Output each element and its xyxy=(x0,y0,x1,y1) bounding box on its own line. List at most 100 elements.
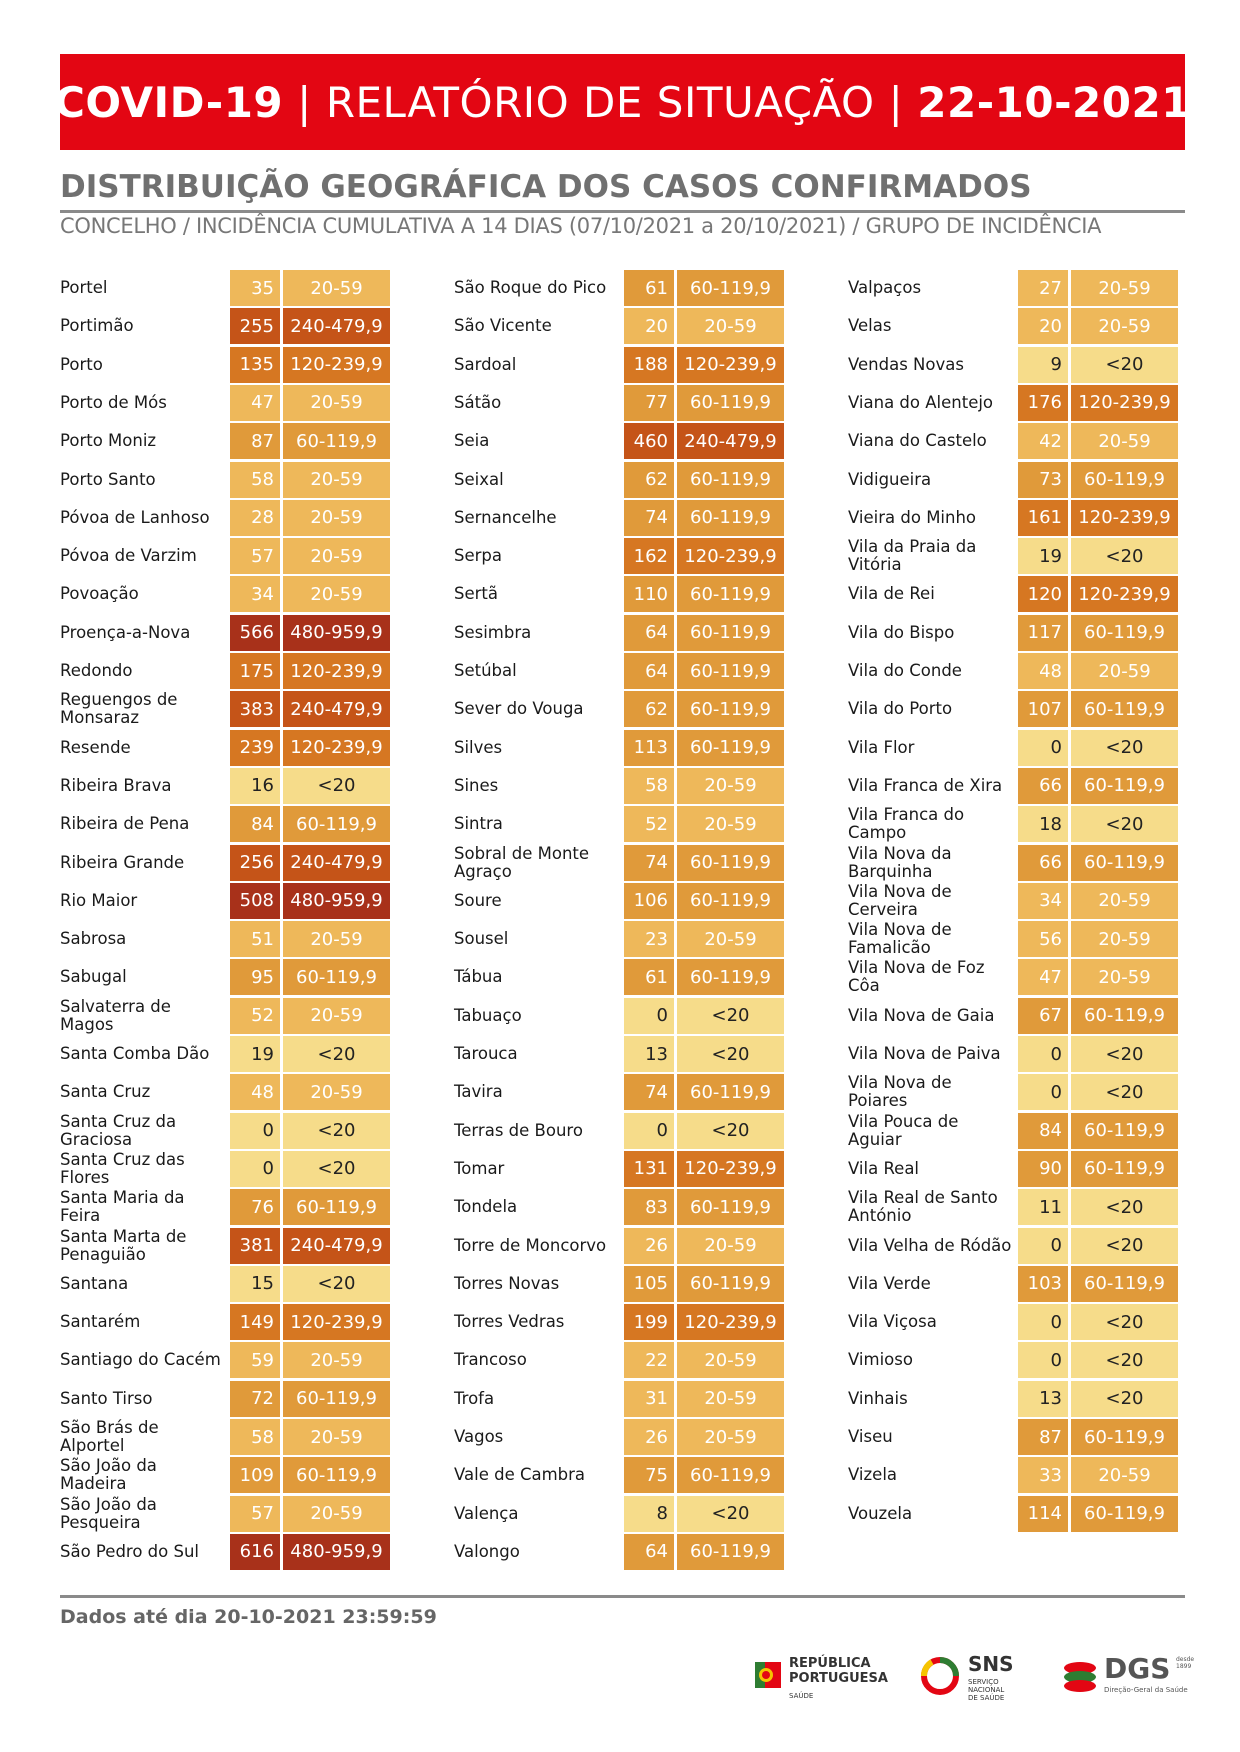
incidence-group: 240-479,9 xyxy=(283,844,390,881)
municipality-name: Vizela xyxy=(848,1465,898,1485)
municipality-name: Vila Nova de Paiva xyxy=(848,1044,1001,1063)
incidence-value: 131 xyxy=(624,1150,674,1187)
incidence-value: 84 xyxy=(1018,1112,1068,1149)
incidence-value: 64 xyxy=(624,1533,674,1570)
incidence-value: 76 xyxy=(230,1189,280,1226)
municipality-name: Resende xyxy=(60,737,131,757)
republica-portuguesa-logo: REPÚBLICA PORTUGUESA SAÚDE xyxy=(755,1650,895,1706)
incidence-group: 20-59 xyxy=(283,576,390,613)
incidence-value: 62 xyxy=(624,691,674,728)
incidence-group: 60-119,9 xyxy=(283,1380,390,1417)
incidence-value: 149 xyxy=(230,1304,280,1341)
municipality-name: Santo Tirso xyxy=(60,1388,153,1408)
municipality-name: Portimão xyxy=(60,316,134,336)
incidence-value: 57 xyxy=(230,1495,280,1532)
municipality-name: Tondela xyxy=(454,1197,518,1217)
incidence-value: 35 xyxy=(230,270,280,306)
incidence-group: <20 xyxy=(677,997,784,1034)
incidence-value: 58 xyxy=(624,767,674,804)
incidence-group: 20-59 xyxy=(677,767,784,804)
incidence-group: 60-119,9 xyxy=(677,844,784,881)
incidence-value: 72 xyxy=(230,1380,280,1417)
table-row: Vieira do Minho 161 120-239,9 xyxy=(848,499,1185,536)
incidence-value: 64 xyxy=(624,653,674,689)
municipality-name: Póvoa de Varzim xyxy=(60,546,197,566)
incidence-value: 161 xyxy=(1018,499,1068,536)
republica-line-2: PORTUGUESA xyxy=(789,1671,888,1686)
incidence-value: 26 xyxy=(624,1227,674,1264)
municipality-name: Vila Nova da Barquinha xyxy=(848,843,952,881)
table-row: Povoação 34 20-59 xyxy=(60,576,397,613)
incidence-group: 60-119,9 xyxy=(1071,461,1178,498)
incidence-value: 13 xyxy=(1018,1380,1068,1417)
incidence-group: 60-119,9 xyxy=(677,1457,784,1494)
incidence-value: 47 xyxy=(1018,959,1068,996)
incidence-value: 381 xyxy=(230,1227,280,1264)
dgs-logo: DGS desde 1899 Direção-Geral da Saúde xyxy=(1060,1650,1195,1706)
dgs-since-label: desde xyxy=(1176,1656,1195,1663)
table-row: Vidigueira 73 60-119,9 xyxy=(848,461,1185,498)
table-row: Tabuaço 0 <20 xyxy=(454,997,791,1034)
municipality-name: Sines xyxy=(454,775,499,795)
incidence-group: 240-479,9 xyxy=(283,691,390,728)
incidence-value: 95 xyxy=(230,959,280,996)
table-row: Vila da Praia da Vitória 19 <20 xyxy=(848,537,1185,575)
incidence-value: 75 xyxy=(624,1457,674,1494)
municipality-name: Vila de Rei xyxy=(848,584,935,604)
table-row: Vila de Rei 120 120-239,9 xyxy=(848,576,1185,613)
table-row: Santo Tirso 72 60-119,9 xyxy=(60,1380,397,1417)
table-row: Torre de Moncorvo 26 20-59 xyxy=(454,1227,791,1264)
table-row: Sernancelhe 74 60-119,9 xyxy=(454,499,791,536)
incidence-group: 20-59 xyxy=(283,1495,390,1532)
table-row: Silves 113 60-119,9 xyxy=(454,729,791,766)
table-row: Santarém 149 120-239,9 xyxy=(60,1304,397,1341)
municipality-name: Vendas Novas xyxy=(848,354,964,374)
incidence-group: 20-59 xyxy=(283,538,390,575)
municipality-name: Vidigueira xyxy=(848,469,932,489)
incidence-value: 15 xyxy=(230,1265,280,1302)
table-row: Salvaterra de Magos 52 20-59 xyxy=(60,997,397,1034)
table-row: Porto Santo 58 20-59 xyxy=(60,461,397,498)
table-row: Porto Moniz 87 60-119,9 xyxy=(60,423,397,460)
table-row: Porto de Mós 47 20-59 xyxy=(60,384,397,421)
municipality-name: Santiago do Cacém xyxy=(60,1350,221,1370)
table-row: Santa Maria da Feira 76 60-119,9 xyxy=(60,1189,397,1226)
table-row: Santa Comba Dão 19 <20 xyxy=(60,1036,397,1072)
municipality-name: Seixal xyxy=(454,469,504,489)
table-row: Portel 35 20-59 xyxy=(60,270,397,306)
incidence-value: 0 xyxy=(1018,1342,1068,1379)
municipality-name: Sabrosa xyxy=(60,929,127,949)
incidence-group: 20-59 xyxy=(677,1380,784,1417)
municipality-name: Sabugal xyxy=(60,967,127,987)
incidence-value: 64 xyxy=(624,614,674,651)
banner-date: 22-10-2021 xyxy=(917,77,1191,127)
incidence-value: 56 xyxy=(1018,921,1068,958)
table-row: Reguengos de Monsaraz 383 240-479,9 xyxy=(60,691,397,728)
incidence-value: 19 xyxy=(230,1036,280,1072)
incidence-value: 90 xyxy=(1018,1150,1068,1187)
data-date-note: Dados até dia 20-10-2021 23:59:59 xyxy=(60,1606,437,1628)
incidence-group: 240-479,9 xyxy=(283,308,390,345)
incidence-group: <20 xyxy=(1071,1189,1178,1226)
municipality-name: Sesimbra xyxy=(454,622,532,642)
table-row: Tondela 83 60-119,9 xyxy=(454,1189,791,1226)
incidence-value: 52 xyxy=(624,806,674,843)
table-row: Vendas Novas 9 <20 xyxy=(848,346,1185,383)
table-row: Vila Nova de Foz Côa 47 20-59 xyxy=(848,959,1185,996)
incidence-group: 20-59 xyxy=(283,499,390,536)
republica-line-1: REPÚBLICA xyxy=(789,1656,871,1671)
table-row: Serpa 162 120-239,9 xyxy=(454,538,791,575)
incidence-group: 20-59 xyxy=(1071,959,1178,996)
incidence-value: 11 xyxy=(1018,1189,1068,1226)
incidence-value: 34 xyxy=(1018,882,1068,919)
municipality-name: Vila da Praia da Vitória xyxy=(848,537,977,575)
table-row: Vila Nova de Famalicão 56 20-59 xyxy=(848,921,1185,958)
table-row: Vale de Cambra 75 60-119,9 xyxy=(454,1457,791,1494)
table-row: Viana do Castelo 42 20-59 xyxy=(848,423,1185,460)
municipality-name: Sousel xyxy=(454,929,509,949)
incidence-value: 239 xyxy=(230,729,280,766)
incidence-value: 0 xyxy=(1018,729,1068,766)
incidence-value: 58 xyxy=(230,461,280,498)
incidence-value: 383 xyxy=(230,691,280,728)
incidence-group: 20-59 xyxy=(283,1419,390,1455)
